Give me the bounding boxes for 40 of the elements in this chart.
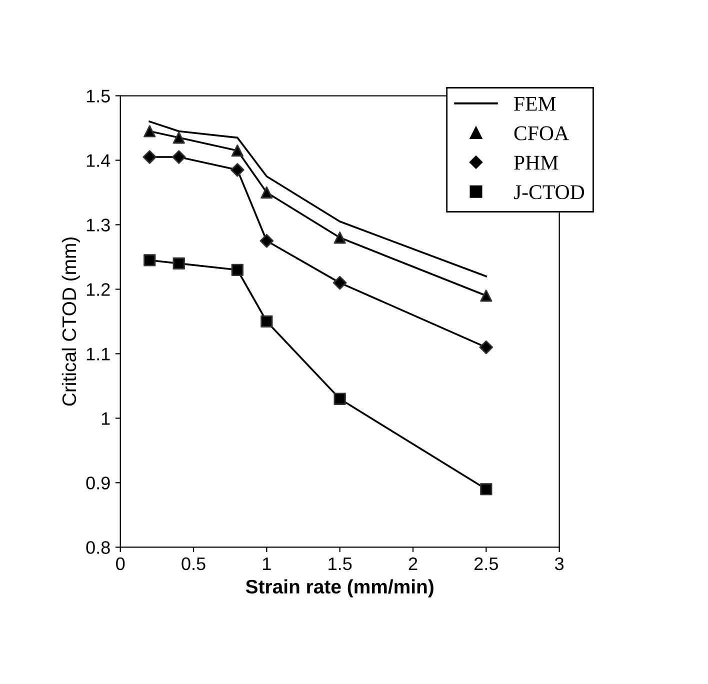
y-tick-label: 1.1 <box>86 348 110 360</box>
point <box>231 264 244 276</box>
point <box>479 340 494 354</box>
x-tick-label: 0.5 <box>182 557 206 570</box>
y-tick-label: 0.8 <box>86 541 110 554</box>
point <box>332 276 347 290</box>
y-tick-label: 0.9 <box>86 476 110 490</box>
x-tick-label: 2.5 <box>474 557 498 570</box>
legend-label: PHM <box>514 156 558 170</box>
y-tick-label: 1.3 <box>86 218 110 232</box>
point <box>142 150 157 164</box>
line-series <box>148 120 488 278</box>
point <box>260 234 274 248</box>
point <box>334 392 346 405</box>
x-axis-title: Strain rate (mm/min) <box>246 579 434 598</box>
x-tick-label: 1 <box>263 558 271 570</box>
legend-label: J-CTOD <box>514 185 584 200</box>
point <box>144 125 156 138</box>
x-tick-label: 3 <box>554 557 564 570</box>
y-axis-title: Critical CTOD (mm) <box>62 238 80 406</box>
point <box>231 144 244 157</box>
point <box>260 186 273 199</box>
x-tick-label: 2 <box>408 557 418 570</box>
x-tick-label: 1.5 <box>328 558 352 570</box>
legend-label: FEM <box>514 97 556 111</box>
point <box>260 315 273 328</box>
point <box>480 290 492 302</box>
y-tick-label: 1.4 <box>86 154 110 167</box>
y-tick-label: 1.2 <box>86 283 110 296</box>
point <box>172 132 185 144</box>
point <box>172 257 185 270</box>
y-tick-label: 1.5 <box>86 90 110 102</box>
point <box>172 150 186 164</box>
y-tick-label: 1 <box>102 412 110 425</box>
point <box>230 163 244 177</box>
point <box>334 232 346 244</box>
x-tick-label: 0 <box>116 557 125 570</box>
point <box>480 483 492 496</box>
point <box>144 254 156 266</box>
legend-label: CFOA <box>514 126 569 140</box>
